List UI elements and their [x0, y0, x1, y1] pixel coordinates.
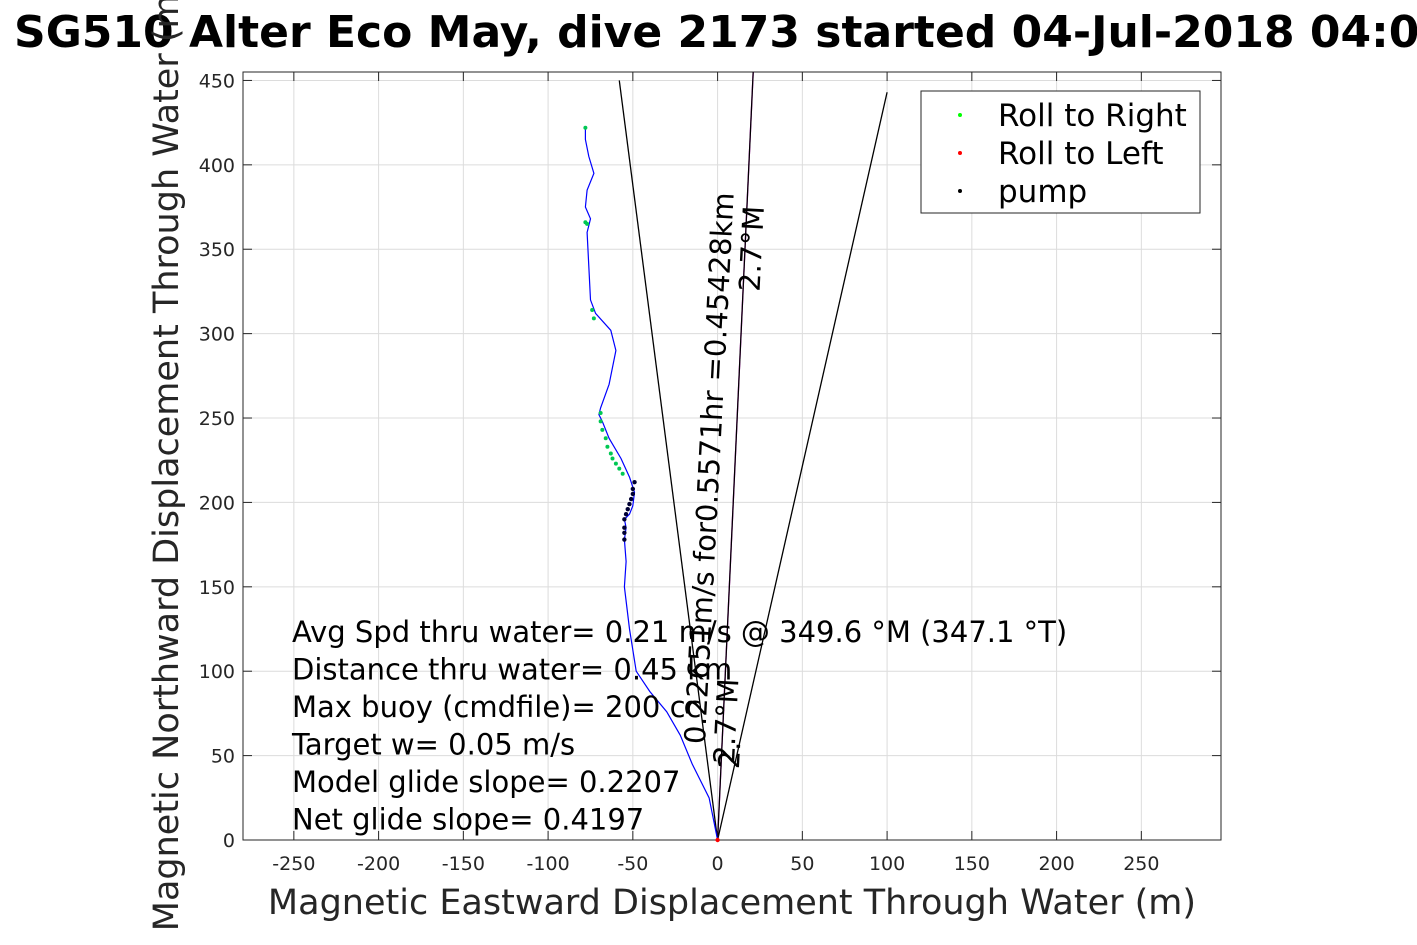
axes-box — [242, 71, 1222, 841]
roll-right-point — [610, 456, 615, 461]
annotation-line: Avg Spd thru water= 0.21 m/s @ 349.6 °M … — [292, 615, 1067, 649]
roll-left-point — [715, 837, 720, 843]
pump-point — [630, 491, 636, 497]
y-tick-label: 150 — [199, 577, 235, 599]
pump-point — [623, 512, 629, 517]
roll-right-point — [603, 436, 608, 441]
x-tick-label: -200 — [357, 853, 400, 875]
annotation-line: Target w= 0.05 m/s — [291, 728, 575, 762]
y-tick-label: 300 — [199, 324, 235, 346]
roll-right-point — [605, 444, 610, 449]
pump-point — [628, 496, 634, 502]
chart-title: SG510 Alter Eco May, dive 2173 started 0… — [14, 7, 1417, 58]
y-tick-label: 350 — [199, 239, 235, 261]
legend-marker — [958, 189, 962, 193]
x-tick-label: 50 — [790, 853, 814, 875]
rotated-label: 2.7°M — [732, 205, 770, 292]
pump-point — [622, 525, 627, 530]
pump-point — [632, 479, 637, 485]
annotation-line: Max buoy (cmdfile)= 200 cc — [292, 690, 701, 724]
x-tick-label: 250 — [1123, 853, 1159, 875]
annotation-line: Net glide slope= 0.4197 — [292, 803, 644, 837]
roll-right-point — [600, 427, 605, 432]
roll-right-point — [617, 466, 622, 471]
x-tick-label: -150 — [442, 853, 485, 875]
track-line — [584, 127, 719, 841]
roll-right-point — [591, 316, 596, 321]
legend-label: Roll to Right — [998, 98, 1187, 134]
y-tick-label: 250 — [199, 408, 235, 430]
pump-point — [630, 486, 636, 492]
rotated-label: 2.7°M — [707, 678, 745, 765]
x-tick-label: 200 — [1038, 853, 1074, 875]
x-tick-label: 100 — [869, 853, 905, 875]
roll-right-point — [583, 125, 588, 130]
legend-marker — [958, 151, 962, 155]
legend-label: pump — [998, 174, 1087, 210]
roll-right-point — [608, 451, 613, 456]
x-tick-label: 0 — [712, 853, 724, 875]
pump-point — [622, 537, 627, 542]
bearing-line — [716, 92, 888, 841]
annotation-line: Distance thru water= 0.45 km — [292, 653, 732, 687]
y-tick-labels: 0 50 100 150 200 250 300 350 400 450 — [199, 70, 235, 852]
pump-point — [622, 517, 627, 522]
y-tick-label: 450 — [199, 70, 235, 92]
marker-points — [583, 125, 720, 843]
roll-right-point — [585, 221, 590, 226]
x-tick-label: 150 — [954, 853, 990, 875]
roll-right-point — [590, 307, 595, 312]
y-tick-label: 400 — [199, 155, 235, 177]
pump-point — [622, 530, 627, 535]
pump-point — [627, 501, 632, 507]
y-tick-label: 200 — [199, 492, 235, 514]
y-tick-label: 100 — [199, 661, 235, 683]
rotated-label: 2. — [712, 740, 747, 769]
x-axis-label: Magnetic Eastward Displacement Through W… — [268, 883, 1196, 923]
roll-right-point — [598, 410, 603, 415]
legend-label: Roll to Left — [998, 136, 1164, 172]
x-tick-label: -100 — [527, 853, 570, 875]
y-tick-label: 0 — [223, 830, 235, 852]
legend-marker — [958, 113, 962, 117]
bearing-line — [716, 71, 754, 841]
roll-right-point — [620, 471, 625, 476]
pump-point — [625, 506, 630, 512]
annotation-line: Model glide slope= 0.2207 — [292, 765, 680, 799]
x-tick-label: -50 — [617, 853, 648, 875]
roll-right-point — [613, 461, 618, 466]
legend-box — [920, 90, 1201, 214]
axes — [242, 71, 1222, 841]
x-tick-label: -250 — [272, 853, 315, 875]
y-axis-label: Magnetic Northward Displacement Through … — [147, 0, 187, 931]
y-tick-label: 50 — [211, 746, 235, 768]
x-tick-labels: -250 -200 -150 -100 -50 0 50 100 150 200 250 — [272, 853, 1159, 875]
reference-lines — [618, 71, 888, 841]
track-series — [584, 127, 719, 841]
roll-right-point — [598, 419, 603, 424]
bearing-line — [618, 80, 719, 841]
annotations: Avg Spd thru water= 0.21 m/s @ 349.6 °M … — [291, 615, 1067, 837]
